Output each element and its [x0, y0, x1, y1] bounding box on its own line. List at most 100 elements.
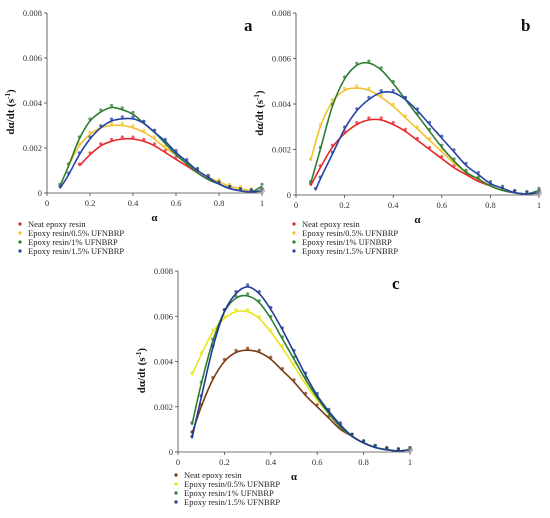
data-point — [330, 143, 334, 147]
legend-marker — [174, 482, 178, 486]
data-point — [120, 121, 124, 126]
data-point — [174, 148, 178, 153]
data-point — [440, 155, 444, 159]
data-point — [88, 130, 92, 135]
data-point — [343, 86, 347, 90]
series-1 — [309, 84, 541, 195]
panel-letter: a — [244, 16, 253, 35]
data-point — [120, 106, 124, 110]
data-point — [269, 355, 273, 359]
data-point — [367, 116, 371, 120]
legend-label: Epoxy resin/0.5% UFNBRP — [184, 479, 280, 489]
data-point — [391, 89, 395, 93]
data-point — [309, 157, 313, 161]
data-point — [379, 89, 383, 93]
data-point — [343, 75, 347, 79]
data-point — [88, 117, 92, 121]
data-point — [318, 164, 322, 168]
x-tick-label: 0.6 — [312, 457, 323, 467]
legend-label: Neat epoxy resin — [302, 219, 360, 229]
data-point — [249, 188, 253, 192]
data-point — [304, 371, 308, 375]
data-point — [385, 446, 389, 450]
y-tick-label: 0.008 — [23, 8, 42, 18]
legend-marker — [292, 249, 296, 253]
x-tick-label: 0.4 — [265, 457, 276, 467]
data-point — [452, 148, 456, 152]
data-point — [476, 170, 480, 175]
y-tick-label: 0.006 — [272, 54, 291, 64]
y-tick-label: 0.004 — [154, 357, 174, 367]
series-0 — [190, 346, 412, 452]
data-point — [234, 308, 238, 312]
data-point — [142, 119, 146, 123]
y-axis-label: dα/dt (s-1) — [4, 89, 17, 135]
data-point — [428, 127, 432, 131]
x-tick-label: 0.6 — [436, 200, 447, 210]
legend-marker — [292, 240, 296, 244]
panel-b: 0 0.002 0.004 0.006 0.008 0 0.2 0.4 0.6 0.8 1 α dα/d… — [253, 8, 542, 256]
data-point — [379, 93, 383, 97]
data-point — [131, 135, 135, 139]
data-point — [391, 79, 395, 84]
data-point — [309, 180, 313, 184]
data-point — [464, 161, 468, 165]
data-point — [367, 95, 371, 100]
panel-c: 0 0.002 0.004 0.006 0.008 0 0.2 0.4 0.6 0.8 1 α dα/d… — [135, 266, 413, 507]
data-point — [440, 134, 444, 138]
x-tick-label: 0.2 — [339, 200, 350, 210]
endpoint-marker — [536, 189, 542, 196]
data-point — [257, 299, 261, 303]
data-point — [391, 120, 395, 125]
x-tick-label: 0.4 — [388, 200, 399, 210]
data-point — [428, 145, 432, 150]
legend-marker — [292, 231, 296, 235]
x-tick-label: 0.2 — [219, 457, 230, 467]
y-tick-label: 0 — [38, 188, 42, 198]
data-point — [318, 175, 322, 179]
data-point — [88, 135, 92, 139]
legend-marker — [174, 500, 178, 504]
endpoint-marker — [259, 187, 265, 194]
data-point — [109, 137, 114, 141]
data-point — [77, 135, 81, 139]
data-point — [292, 378, 296, 382]
x-tick-label: 1 — [260, 198, 264, 208]
legend-marker — [174, 491, 178, 495]
data-point — [379, 116, 383, 120]
series-fit-line — [309, 87, 540, 195]
data-point — [190, 434, 194, 438]
data-point — [292, 362, 296, 366]
data-point — [280, 344, 284, 348]
data-point — [206, 173, 210, 177]
data-point — [280, 335, 284, 339]
data-point — [355, 84, 359, 88]
data-point — [350, 432, 354, 436]
data-point — [246, 283, 250, 287]
y-tick-label: 0.006 — [23, 53, 42, 63]
series-fit-line — [314, 90, 540, 195]
data-point — [211, 344, 215, 348]
data-point — [362, 439, 366, 443]
data-point — [315, 403, 319, 407]
data-point — [217, 180, 221, 184]
x-tick-label: 0 — [45, 198, 49, 208]
y-tick-label: 0.002 — [272, 145, 291, 155]
data-point — [120, 135, 124, 139]
legend-label: Epoxy resin/1.5% UFNBRP — [28, 246, 124, 256]
data-point — [315, 391, 319, 395]
data-point — [246, 292, 250, 296]
series-0 — [77, 135, 264, 193]
y-tick-label: 0 — [287, 190, 291, 200]
y-axis-label: dα/dt (s-1) — [135, 348, 148, 394]
legend-marker — [18, 249, 22, 253]
data-point — [66, 162, 71, 166]
data-point — [464, 168, 468, 172]
data-point — [292, 348, 296, 352]
data-point — [513, 189, 517, 193]
data-point — [318, 145, 322, 150]
data-point — [440, 143, 444, 147]
